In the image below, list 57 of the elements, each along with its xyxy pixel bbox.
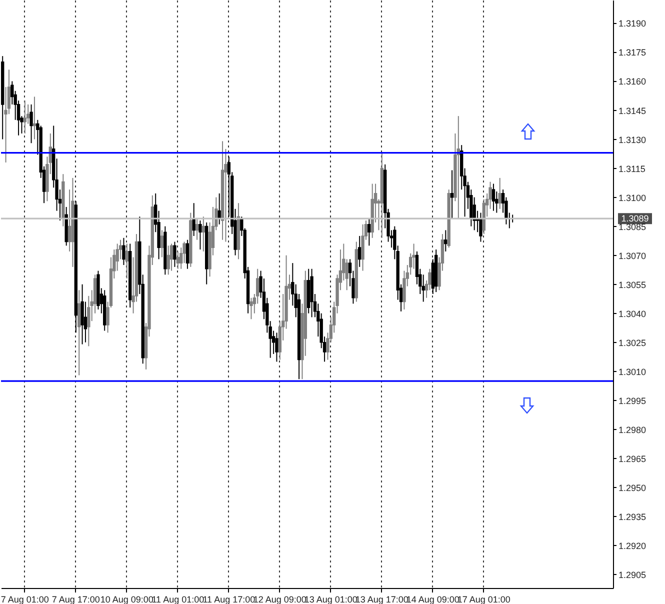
candlestick — [358, 235, 362, 268]
y-tick-label: 1.2995 — [618, 396, 646, 406]
candlestick — [444, 230, 448, 252]
candlestick — [80, 284, 84, 345]
x-tick-label: 11 Aug 17:00 — [202, 594, 256, 604]
y-tick-label: 1.3070 — [618, 250, 646, 261]
candlestick — [198, 220, 202, 250]
y-tick-label: 1.2980 — [618, 424, 646, 435]
candlestick — [170, 243, 174, 272]
y-tick-label: 1.3160 — [618, 76, 646, 87]
candlestick — [361, 224, 364, 272]
candlestick — [68, 189, 72, 252]
candlestick — [368, 218, 371, 246]
x-tick-label: 11 Aug 01:00 — [152, 594, 204, 604]
candlestick — [186, 239, 190, 270]
y-tick-label: 1.3085 — [618, 222, 646, 232]
candlestick — [30, 104, 33, 144]
y-tick-label: 1.3130 — [618, 134, 646, 145]
candlestick — [166, 245, 170, 276]
candlestick — [23, 100, 26, 134]
candlestick — [176, 250, 180, 270]
y-tick-label: 1.3010 — [618, 366, 646, 377]
y-tick-label: 1.2965 — [618, 454, 646, 464]
y-tick-label: 1.3145 — [618, 106, 646, 116]
candlestick — [32, 96, 36, 140]
y-tick-label: 1.3055 — [618, 280, 646, 290]
y-tick-label: 1.3190 — [618, 18, 646, 29]
candlestick — [195, 218, 199, 240]
x-tick-label: 12 Aug 09:00 — [253, 594, 306, 604]
x-tick-label: 17 Aug 01:00 — [457, 594, 510, 604]
y-tick-label: 1.3175 — [618, 48, 646, 58]
candlestick — [78, 290, 81, 376]
candlestick — [192, 202, 196, 236]
x-tick-label: 14 Aug 09:00 — [406, 594, 460, 604]
candlestick — [202, 216, 205, 252]
candlestick — [125, 243, 128, 280]
candlestick — [275, 332, 278, 362]
x-tick-label: 7 Aug 17:00 — [52, 594, 100, 604]
x-tick-label: 10 Aug 09:00 — [100, 594, 154, 604]
x-tick-label: 7 Aug 01:00 — [0, 594, 49, 604]
y-tick-label: 1.2950 — [618, 482, 646, 493]
x-tick-label: 13 Aug 01:00 — [304, 594, 358, 604]
candlestick — [498, 177, 502, 210]
y-tick-label: 1.2905 — [618, 570, 646, 580]
candlestick — [218, 192, 221, 225]
x-tick-label: 13 Aug 17:00 — [355, 594, 408, 604]
candlestick — [492, 183, 496, 212]
y-tick-label: 1.3100 — [618, 192, 646, 203]
y-tick-label: 1.2935 — [618, 512, 646, 522]
candlestick — [450, 170, 454, 220]
candlestick — [160, 230, 164, 258]
y-tick-label: 1.3025 — [618, 338, 646, 348]
candlestick — [250, 297, 253, 320]
y-tick-label: 1.3040 — [618, 308, 646, 319]
y-tick-label: 1.3115 — [618, 164, 646, 174]
ref-line-label: 1.3089 — [621, 214, 649, 224]
y-tick-label: 1.2920 — [618, 540, 646, 551]
